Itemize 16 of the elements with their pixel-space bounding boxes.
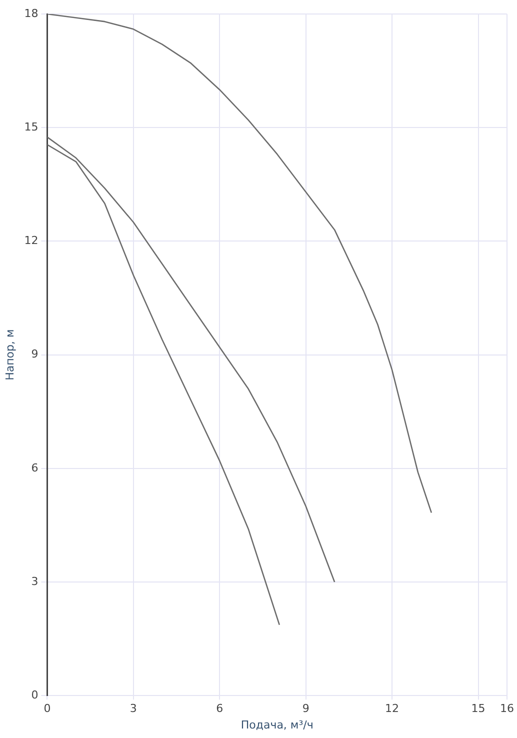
- y-tick-label: 6: [31, 461, 38, 474]
- y-tick-label: 0: [31, 688, 38, 702]
- y-tick-label: 3: [31, 574, 38, 588]
- x-tick-label: 15: [471, 702, 486, 716]
- x-tick-label: 12: [385, 702, 400, 716]
- y-tick-label: 18: [24, 6, 38, 20]
- y-tick-label: 9: [31, 348, 38, 361]
- x-axis-title: Подача, м³/ч: [240, 718, 314, 732]
- x-tick-label: 0: [44, 702, 51, 716]
- y-tick-label: 12: [24, 234, 38, 248]
- y-tick-label: 15: [24, 120, 38, 134]
- x-tick-label: 16: [500, 702, 514, 716]
- y-axis-title: Напор, м: [3, 329, 16, 380]
- x-tick-label: 3: [130, 702, 137, 716]
- x-tick-label: 6: [216, 702, 224, 716]
- x-tick-label: 9: [302, 702, 310, 716]
